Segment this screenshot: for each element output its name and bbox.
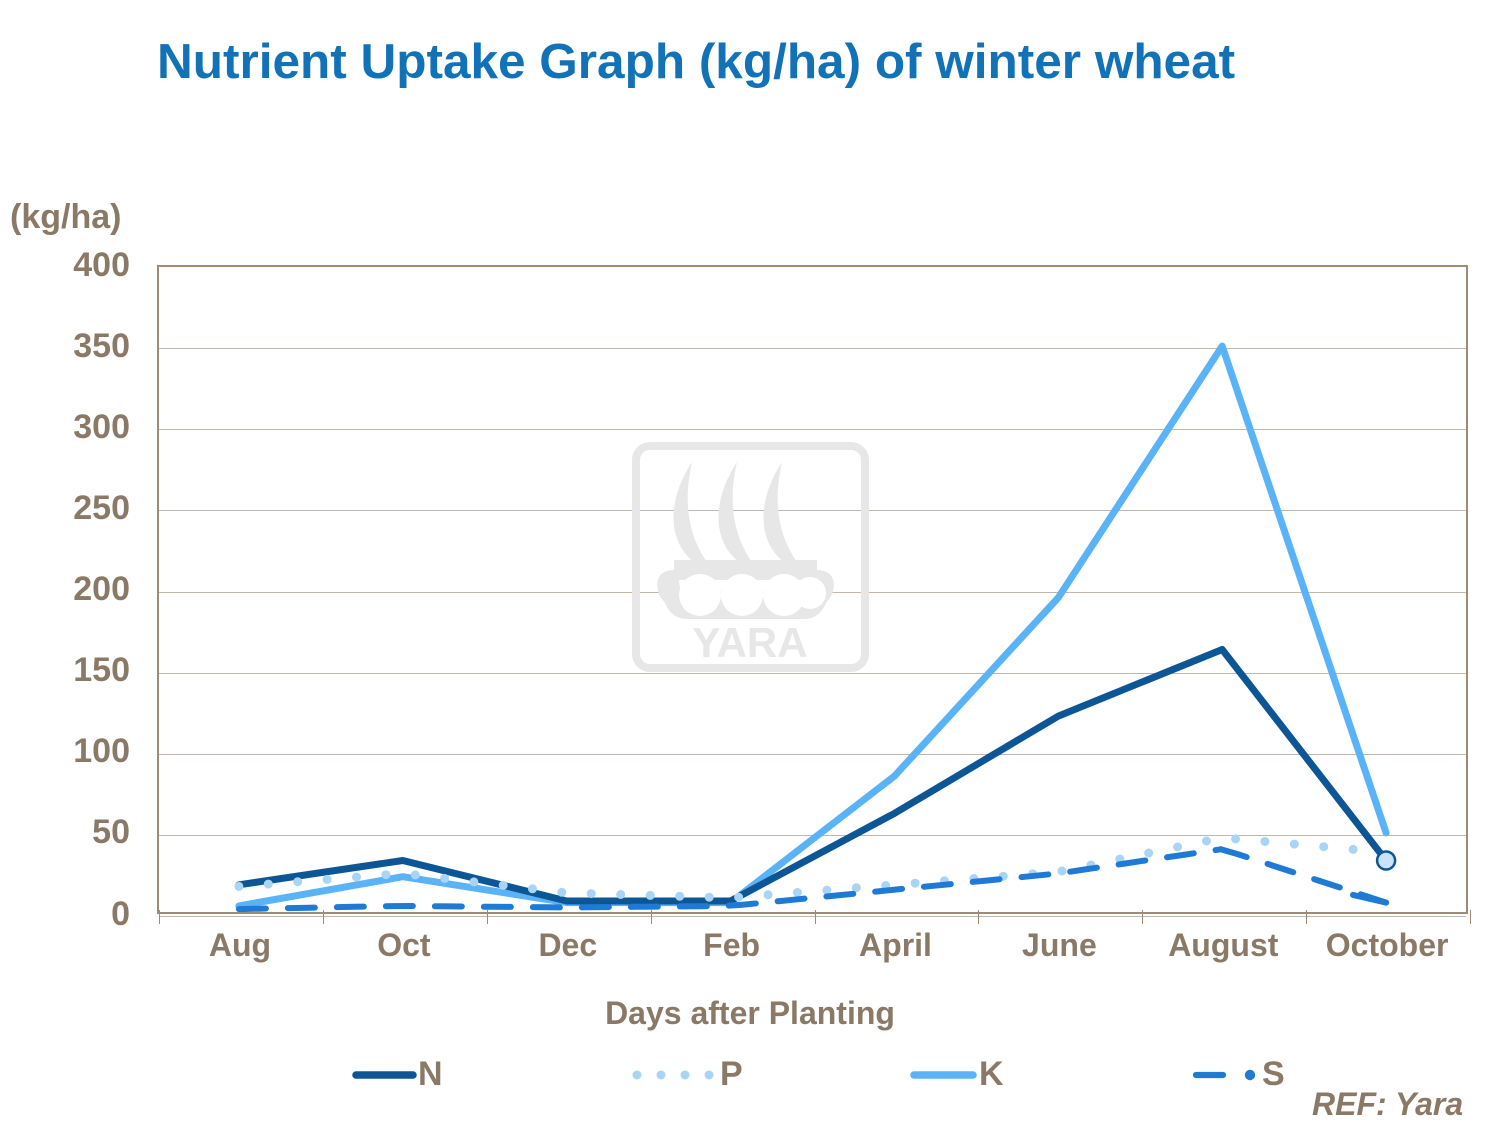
- svg-text:YARA: YARA: [692, 619, 807, 666]
